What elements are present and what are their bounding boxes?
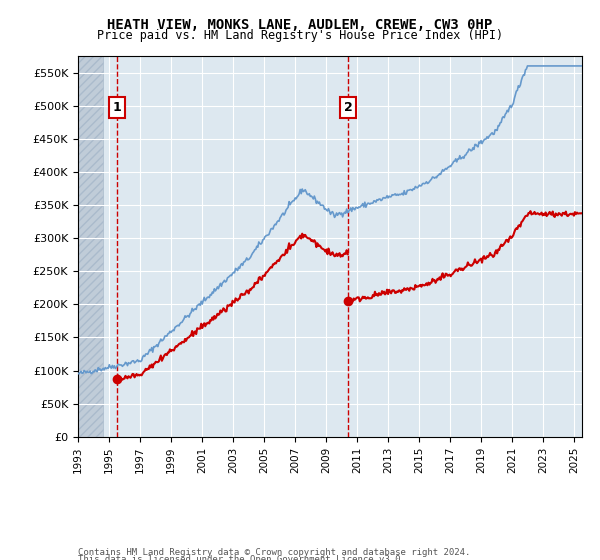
Bar — [78, 56, 103, 437]
Text: 2: 2 — [344, 101, 352, 114]
Text: This data is licensed under the Open Government Licence v3.0.: This data is licensed under the Open Gov… — [78, 556, 406, 560]
Text: Contains HM Land Registry data © Crown copyright and database right 2024.: Contains HM Land Registry data © Crown c… — [78, 548, 470, 557]
Text: 1: 1 — [113, 101, 121, 114]
Text: Price paid vs. HM Land Registry's House Price Index (HPI): Price paid vs. HM Land Registry's House … — [97, 29, 503, 42]
Text: HEATH VIEW, MONKS LANE, AUDLEM, CREWE, CW3 0HP: HEATH VIEW, MONKS LANE, AUDLEM, CREWE, C… — [107, 18, 493, 32]
